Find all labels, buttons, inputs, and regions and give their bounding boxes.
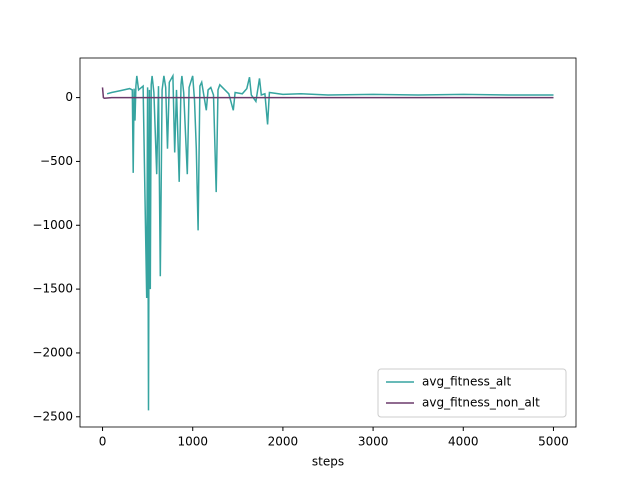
x-tick-label: 1000	[177, 435, 208, 449]
legend-label: avg_fitness_non_alt	[422, 396, 540, 410]
x-tick-label: 2000	[268, 435, 299, 449]
x-tick-label: 0	[99, 435, 107, 449]
x-tick-label: 4000	[448, 435, 479, 449]
y-tick-label: 0	[65, 90, 73, 104]
x-tick-label: 5000	[538, 435, 569, 449]
legend-box	[377, 368, 567, 418]
y-tick-label: −1500	[32, 282, 73, 296]
legend: avg_fitness_alt avg_fitness_non_alt	[377, 368, 567, 418]
x-axis-label: steps	[312, 455, 344, 469]
line-series	[101, 87, 554, 99]
line-series	[106, 73, 554, 411]
plot-frame	[79, 57, 577, 428]
y-tick-label: −500	[40, 154, 73, 168]
y-tick-label: −2000	[32, 345, 73, 359]
legend-label: avg_fitness_alt	[422, 375, 512, 389]
y-tick-label: −1000	[32, 218, 73, 232]
y-tick-label: −2500	[32, 409, 73, 423]
x-tick-label: 3000	[358, 435, 389, 449]
